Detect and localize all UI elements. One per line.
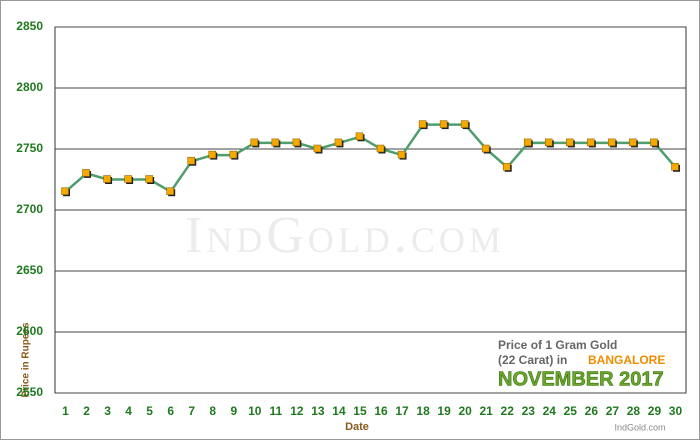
marker xyxy=(187,156,195,165)
marker xyxy=(61,187,69,195)
x-tick-label: 6 xyxy=(167,404,174,418)
marker xyxy=(355,132,364,141)
x-tick-label: 28 xyxy=(627,404,641,418)
x-tick-label: 14 xyxy=(332,404,346,418)
info-line: Price of 1 Gram Gold xyxy=(498,338,617,352)
marker xyxy=(82,169,90,177)
marker xyxy=(124,175,132,183)
marker xyxy=(250,138,259,147)
x-tick-label: 21 xyxy=(480,404,494,418)
marker xyxy=(313,144,322,153)
x-tick-label: 17 xyxy=(395,404,409,418)
y-axis-title: Price in Rupees xyxy=(21,322,32,397)
marker xyxy=(376,144,385,153)
x-tick-label: 3 xyxy=(104,404,111,418)
x-tick-label: 22 xyxy=(501,404,515,418)
marker xyxy=(166,187,174,195)
x-tick-label: 4 xyxy=(125,404,132,418)
x-tick-label: 23 xyxy=(522,404,536,418)
marker xyxy=(650,138,658,147)
marker xyxy=(334,138,343,147)
marker xyxy=(524,138,532,147)
x-tick-label: 29 xyxy=(648,404,662,418)
x-tick-label: 30 xyxy=(669,404,683,418)
x-tick-label: 10 xyxy=(248,404,262,418)
marker xyxy=(545,138,553,147)
marker xyxy=(271,138,280,147)
y-tick-label: 2700 xyxy=(16,202,43,216)
marker xyxy=(145,175,153,183)
x-tick-label: 20 xyxy=(458,404,472,418)
x-tick-label: 1 xyxy=(62,404,69,418)
marker xyxy=(229,150,238,159)
info-line: (22 Carat) in xyxy=(498,353,567,367)
y-tick-label: 2600 xyxy=(16,324,43,338)
watermark: IndGold.com xyxy=(185,207,505,264)
city: BANGALORE xyxy=(588,353,665,367)
marker xyxy=(671,163,679,171)
marker xyxy=(629,138,637,147)
footer: IndGold.com xyxy=(614,422,665,432)
month: NOVEMBER 2017 xyxy=(498,368,664,390)
x-tick-label: 2 xyxy=(83,404,90,418)
y-tick-label: 2800 xyxy=(16,80,43,94)
marker xyxy=(587,138,595,147)
info-box xyxy=(492,334,682,390)
x-tick-label: 25 xyxy=(564,404,578,418)
x-tick-label: 18 xyxy=(416,404,430,418)
x-tick-label: 26 xyxy=(585,404,599,418)
marker xyxy=(292,138,301,147)
y-tick-label: 2750 xyxy=(16,141,43,155)
x-tick-label: 12 xyxy=(290,404,304,418)
x-axis-title: Date xyxy=(345,421,369,433)
x-tick-label: 24 xyxy=(543,404,557,418)
marker xyxy=(439,120,448,128)
x-tick-label: 13 xyxy=(311,404,325,418)
y-tick-label: 2650 xyxy=(16,263,43,277)
marker xyxy=(481,144,490,153)
x-tick-label: 16 xyxy=(374,404,388,418)
x-tick-label: 19 xyxy=(437,404,451,418)
marker xyxy=(103,175,111,183)
marker xyxy=(460,120,469,128)
marker xyxy=(502,163,511,171)
x-tick-label: 11 xyxy=(270,404,283,418)
marker xyxy=(608,138,616,147)
marker xyxy=(397,150,406,159)
marker xyxy=(418,120,427,128)
y-tick-label: 2850 xyxy=(16,19,43,33)
marker xyxy=(208,150,216,159)
x-tick-label: 8 xyxy=(209,404,216,418)
x-tick-label: 27 xyxy=(606,404,620,418)
x-tick-label: 7 xyxy=(188,404,195,418)
x-tick-label: 15 xyxy=(353,404,367,418)
marker xyxy=(566,138,574,147)
y-tick-label: 2550 xyxy=(16,385,43,399)
x-tick-label: 5 xyxy=(146,404,153,418)
x-tick-label: 9 xyxy=(230,404,237,418)
